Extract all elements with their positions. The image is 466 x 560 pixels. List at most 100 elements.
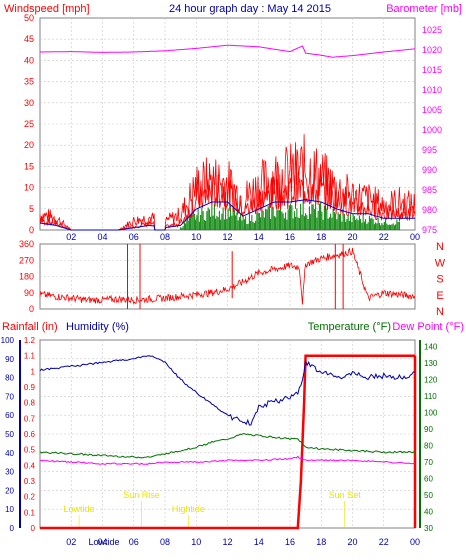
time-tick-label: 16 [285, 232, 295, 242]
time-tick-label: 22 [379, 232, 389, 242]
average-wind-series-line [39, 199, 415, 231]
rainfall-tick-label: 0.1 [24, 508, 36, 517]
temperature-tick-label: 70 [424, 458, 433, 467]
time-tick-label: 20 [347, 537, 357, 547]
rainfall-tick-label: 0.4 [24, 461, 36, 470]
barometer-tick-label: 975 [422, 225, 437, 235]
compass-label: N [436, 241, 444, 253]
event-annotation: Lowtide [64, 504, 95, 514]
temperature-tick-label: 120 [424, 376, 438, 385]
time-tick-label: 10 [191, 537, 201, 547]
event-annotation: Sun Set [329, 490, 362, 500]
time-tick-label: 04 [97, 232, 107, 242]
temperature-tick-label: 110 [424, 392, 437, 401]
rainfall-tick-label: 1.1 [24, 352, 36, 361]
rainfall-tick-label: 0 [31, 524, 36, 533]
windspeed-tick-label: 40 [24, 55, 34, 65]
lowtide-bottom-label: Lowtide [88, 537, 119, 547]
time-tick-label: 02 [66, 232, 76, 242]
rainfall-tick-label: 0.9 [24, 383, 36, 392]
direction-tick-label: 360 [19, 239, 34, 249]
barometer-tick-label: 1010 [422, 85, 442, 95]
windspeed-tick-label: 25 [24, 119, 34, 129]
humidity-tick-label: 0 [10, 524, 15, 533]
windspeed-tick-label: 35 [24, 77, 34, 87]
time-tick-label: 08 [160, 232, 170, 242]
barometer-tick-label: 1015 [422, 65, 442, 75]
humidity-tick-label: 80 [5, 374, 14, 383]
time-tick-label: 08 [160, 537, 170, 547]
chart-title: 24 hour graph day : May 14 2015 [169, 3, 331, 15]
windspeed-tick-label: 30 [24, 98, 34, 108]
time-tick-label: 20 [347, 232, 357, 242]
time-tick-label: 18 [316, 537, 326, 547]
rainfall-tick-label: 0.7 [24, 414, 36, 423]
windspeed-tick-label: 45 [24, 34, 34, 44]
windspeed-tick-label: 0 [29, 225, 34, 235]
barometer-series-line [40, 44, 416, 58]
direction-tick-label: 90 [24, 288, 34, 298]
direction-tick-label: 270 [19, 255, 34, 265]
rainfall-tick-label: 1 [31, 367, 36, 376]
humidity-tick-label: 70 [5, 392, 14, 401]
time-tick-label: 06 [129, 232, 139, 242]
time-tick-label: 00 [410, 232, 420, 242]
windspeed-tick-label: 50 [24, 13, 34, 23]
time-tick-label: 16 [285, 537, 295, 547]
compass-label: N [436, 306, 444, 318]
barometer-tick-label: 1005 [422, 105, 442, 115]
time-tick-label: 12 [222, 537, 232, 547]
temperature-tick-label: 100 [424, 409, 438, 418]
direction-tick-label: 0 [29, 304, 34, 314]
humidity-tick-label: 90 [5, 355, 14, 364]
temperature-tick-label: 80 [424, 442, 433, 451]
rainfall-tick-label: 0.5 [24, 446, 36, 455]
humidity-series-line [39, 355, 415, 426]
time-tick-label: 00 [410, 537, 420, 547]
humidity-tick-label: 20 [5, 486, 14, 495]
time-tick-label: 10 [191, 232, 201, 242]
humidity-tick-label: 40 [5, 449, 14, 458]
time-tick-label: 14 [254, 232, 264, 242]
rainfall-tick-label: 1.2 [24, 336, 36, 345]
temperature-tick-label: 130 [424, 359, 438, 368]
temperature-tick-label: 140 [424, 343, 438, 352]
rainfall-tick-label: 0.6 [24, 430, 36, 439]
barometer-tick-label: 995 [422, 145, 437, 155]
time-tick-label: 04 [97, 537, 107, 547]
windspeed-tick-label: 10 [24, 183, 34, 193]
humidity-axis-title: Humidity (%) [66, 321, 129, 333]
windspeed-axis-title: Windspeed [mph] [4, 3, 90, 15]
compass-label: W [435, 257, 446, 269]
humidity-tick-label: 10 [5, 505, 14, 514]
temperature-tick-label: 90 [424, 425, 433, 434]
temperature-tick-label: 30 [424, 524, 433, 533]
dewpoint-series-line [39, 455, 416, 465]
barometer-axis-title: Barometer [mb] [386, 3, 462, 15]
event-annotation: Sun Rise [123, 490, 160, 500]
temperature-tick-label: 40 [424, 508, 433, 517]
barometer-tick-label: 1000 [422, 125, 442, 135]
humidity-tick-label: 60 [5, 411, 14, 420]
temperature-series-line [39, 433, 416, 459]
humidity-tick-label: 100 [1, 336, 15, 345]
wind-barometer-panel: 0510152025303540455097598098599099510001… [24, 13, 442, 242]
humidity-tick-label: 30 [5, 468, 14, 477]
rain-humidity-temp-panel: 010203040506070809010000.10.20.30.40.50.… [1, 336, 438, 547]
time-tick-label: 12 [222, 232, 232, 242]
rainfall-axis-title: Rainfall (in) [2, 321, 58, 333]
temperature-tick-label: 50 [424, 491, 433, 500]
compass-label: E [436, 290, 443, 302]
rainfall-tick-label: 0.8 [24, 399, 36, 408]
barometer-tick-label: 985 [422, 185, 437, 195]
rainfall-tick-label: 0.2 [24, 493, 36, 502]
humidity-tick-label: 50 [5, 430, 14, 439]
compass-label: S [436, 274, 443, 286]
time-tick-label: 02 [66, 537, 76, 547]
rainfall-series-line [40, 354, 415, 530]
time-tick-label: 06 [129, 537, 139, 547]
rainfall-tick-label: 0.3 [24, 477, 36, 486]
